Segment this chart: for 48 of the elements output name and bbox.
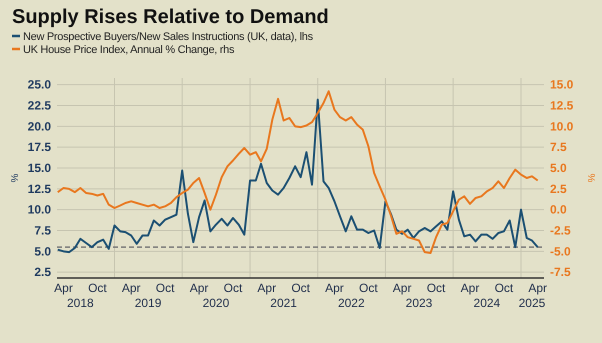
- x-tick-label: Apr: [257, 281, 276, 295]
- y2-tick-label: 2.5: [550, 182, 568, 196]
- x2-tick-label: 2025: [518, 296, 546, 310]
- y2-tick-label: 10.0: [550, 119, 574, 134]
- x-tick-label: Oct: [156, 281, 176, 295]
- x2-tick-label: 2019: [134, 296, 162, 310]
- legend-label: New Prospective Buyers/New Sales Instructions (UK, data), lhs: [23, 31, 314, 43]
- y-tick-label: 17.5: [28, 140, 52, 154]
- x-tick-label: Apr: [392, 281, 412, 295]
- y-tick-label: 22.5: [28, 98, 52, 112]
- x2-tick-label: 2023: [406, 296, 433, 310]
- y-tick-label: 25.0: [28, 78, 52, 92]
- legend-label: UK House Price Index, Annual % Change, rhs: [23, 44, 235, 56]
- x-tick-label: Apr: [54, 281, 73, 295]
- y-tick-label: 15.0: [28, 161, 52, 175]
- chart-title: Supply Rises Relative to Demand: [12, 6, 329, 28]
- x2-tick-label: 2022: [338, 296, 365, 310]
- x-tick-label: Apr: [122, 281, 141, 295]
- x-tick-label: Oct: [224, 281, 243, 295]
- x-tick-label: Oct: [359, 281, 378, 295]
- y2-tick-label: 0.0: [550, 202, 568, 217]
- y2-tick-label: 5.0: [550, 161, 568, 175]
- y-tick-label: 10.0: [28, 202, 52, 217]
- y2-tick-label: -5.0: [550, 244, 572, 258]
- x-tick-label: Oct: [88, 281, 108, 295]
- y2-axis-title: %: [585, 174, 596, 183]
- y-tick-label: 12.5: [28, 182, 52, 196]
- y2-tick-label: -7.5: [550, 265, 572, 280]
- x2-tick-label: 2018: [67, 296, 94, 310]
- x2-tick-label: 2024: [474, 296, 501, 310]
- y2-tick-label: 7.5: [550, 140, 568, 154]
- y-tick-label: 20.0: [28, 119, 52, 134]
- y-tick-label: 5.0: [34, 244, 52, 258]
- y-tick-label: 2.5: [34, 265, 52, 280]
- x-tick-label: Apr: [325, 281, 344, 295]
- x-tick-label: Apr: [528, 281, 548, 295]
- x-tick-label: Apr: [190, 281, 208, 295]
- y-tick-label: 7.5: [34, 224, 52, 238]
- x-tick-label: Oct: [426, 281, 446, 295]
- y2-tick-label: 12.5: [550, 98, 574, 112]
- x-tick-label: Apr: [460, 281, 480, 295]
- y2-tick-label: 15.0: [550, 78, 574, 92]
- x-tick-label: Oct: [494, 281, 514, 295]
- x-tick-label: Oct: [291, 281, 311, 295]
- x2-tick-label: 2021: [270, 296, 298, 310]
- x2-tick-label: 2020: [202, 296, 230, 310]
- y2-tick-label: -2.5: [550, 224, 572, 238]
- y-axis-title: %: [10, 173, 21, 182]
